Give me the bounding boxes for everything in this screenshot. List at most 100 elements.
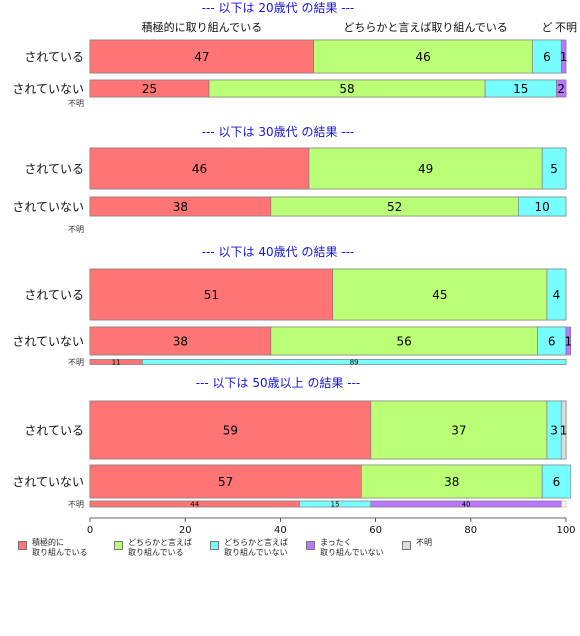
unknown-label-2: 不明 — [68, 358, 84, 367]
bar-2-1-segment-2 — [537, 326, 567, 356]
bar-0-1-value-label-3: 2 — [557, 82, 565, 96]
row-label-0-1: されていない — [12, 82, 84, 96]
bar-1-0-value-label-1: 49 — [418, 162, 433, 176]
legend-label-4: 不明 — [416, 538, 432, 547]
bar-3-0-segment-0 — [89, 400, 372, 460]
unknown-label-1: 不明 — [68, 225, 84, 234]
bar-0-0-segment-2 — [532, 39, 562, 74]
row-label-0-0: されている — [24, 50, 84, 64]
row-label-2-1: されていない — [12, 335, 84, 349]
legend-item-3: まったく 取り組んでいない — [306, 538, 402, 558]
bar-2-0-value-label-2: 4 — [553, 288, 561, 302]
panel-title-3: --- 以下は 50歳以上 の結果 --- — [196, 376, 361, 390]
bar-3-1-value-label-0: 57 — [218, 475, 233, 489]
chart-legend: 積極的に 取り組んでいる どちらかと言えば 取り組んでいる どちらかと言えば 取り組… — [18, 538, 498, 558]
bar-3-1-segment-0 — [89, 464, 362, 499]
legend-swatch-1 — [114, 541, 123, 550]
bar-3-0-value-label-1: 37 — [451, 423, 466, 437]
legend-item-1: どちらかと言えば 取り組んでいる — [114, 538, 210, 558]
bar-0-0-value-label-0: 47 — [194, 50, 209, 64]
legend-swatch-2 — [210, 541, 219, 550]
bar-2-0-segment-0 — [89, 268, 334, 321]
bar-2-0-segment-1 — [332, 268, 548, 321]
bar-3-0-value-label-2: 3 — [550, 423, 558, 437]
bar-1-0-segment-0 — [89, 147, 310, 190]
x-tick-label-3: 60 — [369, 525, 382, 536]
unknown-label-0: 不明 — [68, 99, 84, 108]
row-label-3-1: されていない — [12, 475, 84, 489]
bar-0-0-segment-3 — [560, 39, 567, 74]
legend-item-2: どちらかと言えば 取り組んでいない — [210, 538, 306, 558]
legend-swatch-3 — [306, 541, 315, 550]
bar-2-1-segment-1 — [270, 326, 538, 356]
legend-label-0: 積極的に 取り組んでいる — [32, 538, 88, 557]
bar-2-0-segment-2 — [546, 268, 567, 321]
legend-label-2: どちらかと言えば 取り組んでいない — [224, 538, 288, 557]
bar-2-0-value-label-1: 45 — [432, 288, 447, 302]
bar-0-1-value-label-1: 58 — [339, 82, 354, 96]
bar-3-0-value-label-0: 59 — [223, 423, 238, 437]
row-label-2-0: されている — [24, 288, 84, 302]
bar-2-1-value-label-1: 56 — [397, 334, 412, 348]
bar-2-1-value-label-2: 6 — [548, 334, 556, 348]
row-label-1-0: されている — [24, 162, 84, 176]
bar-2-1-value-label-3: 1 — [565, 334, 573, 348]
unknown-label-3: 不明 — [68, 500, 84, 509]
legend-item-4: 不明 — [402, 538, 498, 558]
bar-3-0-segment-1 — [370, 400, 548, 460]
bar-0-0-value-label-2: 6 — [543, 50, 551, 64]
x-tick-label-0: 0 — [87, 525, 93, 536]
x-tick-label-1: 20 — [179, 525, 192, 536]
bar-3-1-segment-1 — [361, 464, 543, 499]
unknown-bar-3-value-label-3: 40 — [462, 501, 471, 509]
top-label-1: どちらかと言えば取り組んでいる — [343, 21, 507, 34]
bar-3-1-value-label-2: 6 — [553, 475, 561, 489]
top-label-0: 積極的に取り組んでいる — [142, 20, 262, 34]
unknown-bar-3-value-label-2: 15 — [331, 501, 340, 509]
bar-2-1-segment-0 — [89, 326, 272, 356]
panel-title-2: --- 以下は 40歳代 の結果 --- — [202, 245, 355, 259]
unknown-bar-2-value-label-0: 11 — [112, 359, 121, 367]
bar-1-0-value-label-2: 5 — [550, 162, 558, 176]
bar-0-0-value-label-1: 46 — [416, 50, 431, 64]
bar-0-0-segment-1 — [313, 39, 533, 74]
bar-3-0-segment-4 — [560, 400, 567, 460]
bar-1-1-segment-2 — [518, 196, 567, 217]
x-tick-label-2: 40 — [274, 525, 287, 536]
unknown-bar-3-segment-3 — [370, 500, 562, 508]
bar-1-1-value-label-1: 52 — [387, 200, 402, 214]
x-tick-label-4: 80 — [464, 525, 477, 536]
bar-1-0-segment-1 — [308, 147, 543, 190]
bar-0-1-value-label-2: 15 — [513, 82, 528, 96]
bar-1-0-segment-2 — [541, 147, 567, 190]
legend-swatch-0 — [18, 541, 27, 550]
bar-2-1-value-label-0: 38 — [173, 334, 188, 348]
row-label-1-1: されていない — [12, 200, 84, 214]
bar-0-0-segment-0 — [89, 39, 315, 74]
bar-1-1-value-label-2: 10 — [535, 200, 550, 214]
bar-2-0-value-label-0: 51 — [204, 288, 219, 302]
unknown-bar-2-value-label-2: 89 — [350, 359, 359, 367]
x-tick-label-5: 100 — [556, 525, 575, 536]
legend-label-3: まったく 取り組んでいない — [320, 538, 384, 557]
top-label-3: 不明 — [555, 21, 577, 34]
bar-1-0-value-label-0: 46 — [192, 162, 207, 176]
bar-3-1-value-label-1: 38 — [444, 475, 459, 489]
unknown-bar-3-value-label-0: 44 — [190, 501, 199, 509]
bar-3-1-segment-2 — [541, 464, 572, 499]
panel-title-1: --- 以下は 30歳代 の結果 --- — [202, 125, 355, 139]
bar-1-1-value-label-0: 38 — [173, 200, 188, 214]
top-label-2: ど — [541, 21, 552, 34]
bar-3-0-value-label-4: 1 — [560, 423, 568, 437]
bar-0-1-segment-3 — [556, 79, 567, 98]
row-label-3-0: されている — [24, 424, 84, 438]
unknown-bar-2-segment-2 — [142, 359, 567, 365]
legend-label-1: どちらかと言えば 取り組んでいる — [128, 538, 192, 557]
legend-swatch-4 — [402, 541, 411, 550]
bar-2-1-segment-3 — [565, 326, 572, 356]
bar-0-0-value-label-3: 1 — [560, 50, 568, 64]
bar-0-1-value-label-0: 25 — [142, 82, 157, 96]
legend-item-0: 積極的に 取り組んでいる — [18, 538, 114, 558]
panel-title-0: --- 以下は 20歳代 の結果 --- — [202, 1, 355, 15]
